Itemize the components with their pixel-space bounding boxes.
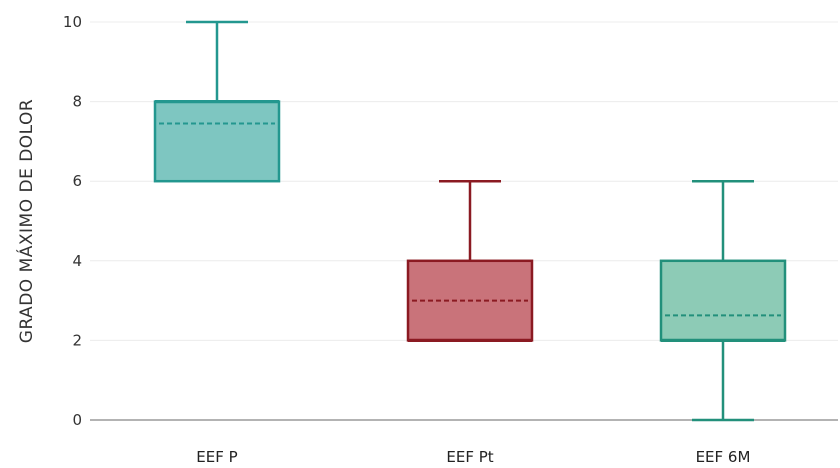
x-category-label: EEF Pt [446,448,493,466]
y-tick-label: 2 [72,331,82,349]
x-axis-categories: EEF P EEF Pt EEF 6M [196,448,750,466]
box-iqr [659,259,787,342]
y-axis-ticks: 0 2 4 6 8 10 [63,13,82,429]
box-iqr [153,100,281,183]
x-category-label: EEF 6M [696,448,751,466]
y-tick-label: 4 [72,252,82,270]
y-axis-title: GRADO MÁXIMO DE DOLOR [15,99,37,343]
box-group [659,179,787,422]
box-group [153,20,281,183]
box-group [406,179,534,342]
x-category-label: EEF P [196,448,237,466]
y-tick-label: 10 [63,13,82,31]
y-tick-label: 6 [72,172,82,190]
y-tick-label: 0 [72,411,82,429]
y-tick-label: 8 [72,93,82,111]
boxes [153,20,787,422]
